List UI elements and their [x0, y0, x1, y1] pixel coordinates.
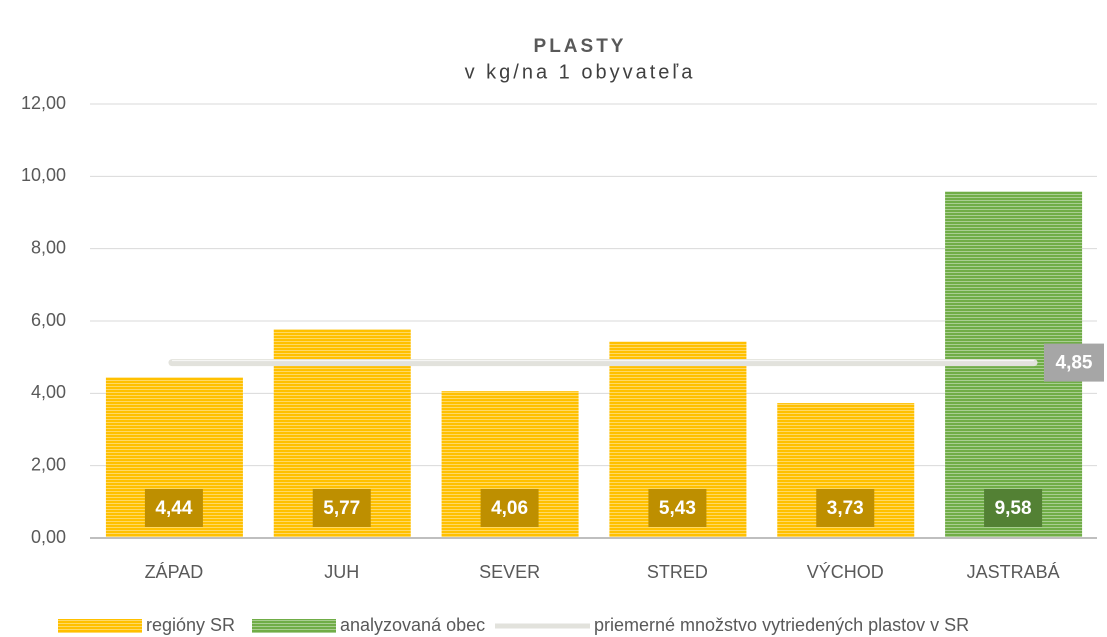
legend-label: regióny SR: [146, 615, 235, 635]
value-label-box: [312, 489, 371, 527]
value-label-box: [480, 489, 539, 527]
y-tick-label: 10,00: [21, 165, 66, 185]
value-label: 3,73: [827, 498, 864, 519]
chart-subtitle: v kg/na 1 obyvateľa: [465, 61, 696, 83]
value-label: 9,58: [995, 498, 1032, 519]
value-label-box: [648, 489, 707, 527]
legend-swatch: [58, 619, 142, 633]
value-label: 4,06: [491, 498, 528, 519]
chart-title: PLASTY: [534, 36, 627, 57]
value-label-box: [480, 489, 539, 527]
value-label-box: [648, 489, 707, 527]
y-tick-label: 8,00: [31, 237, 66, 257]
value-label: 5,43: [659, 498, 696, 519]
legend-label: priemerné množstvo vytriedených plastov …: [594, 615, 969, 635]
value-label-box: [312, 489, 371, 527]
value-label-box: [984, 489, 1043, 527]
x-tick-label: STRED: [647, 562, 708, 582]
x-tick-label: ZÁPAD: [145, 562, 204, 582]
reference-label: 4,85: [1056, 353, 1093, 374]
value-label-box: [144, 489, 203, 527]
y-tick-label: 12,00: [21, 93, 66, 113]
y-tick-label: 2,00: [31, 454, 66, 474]
x-tick-label: JUH: [324, 562, 359, 582]
value-label: 4,44: [155, 498, 192, 519]
value-label-box: [984, 489, 1043, 527]
value-label: 5,77: [323, 498, 360, 519]
y-tick-label: 6,00: [31, 310, 66, 330]
reference-label-box: [1044, 343, 1104, 382]
value-label-box: [144, 489, 203, 527]
x-tick-label: SEVER: [479, 562, 540, 582]
value-label-box: [816, 489, 875, 527]
x-tick-label: VÝCHOD: [807, 562, 884, 582]
legend-label: analyzovaná obec: [340, 615, 485, 635]
value-label-box: [816, 489, 875, 527]
y-tick-label: 0,00: [31, 527, 66, 547]
x-tick-label: JASTRABÁ: [967, 562, 1060, 582]
legend-swatch: [252, 619, 336, 633]
y-tick-label: 4,00: [31, 382, 66, 402]
